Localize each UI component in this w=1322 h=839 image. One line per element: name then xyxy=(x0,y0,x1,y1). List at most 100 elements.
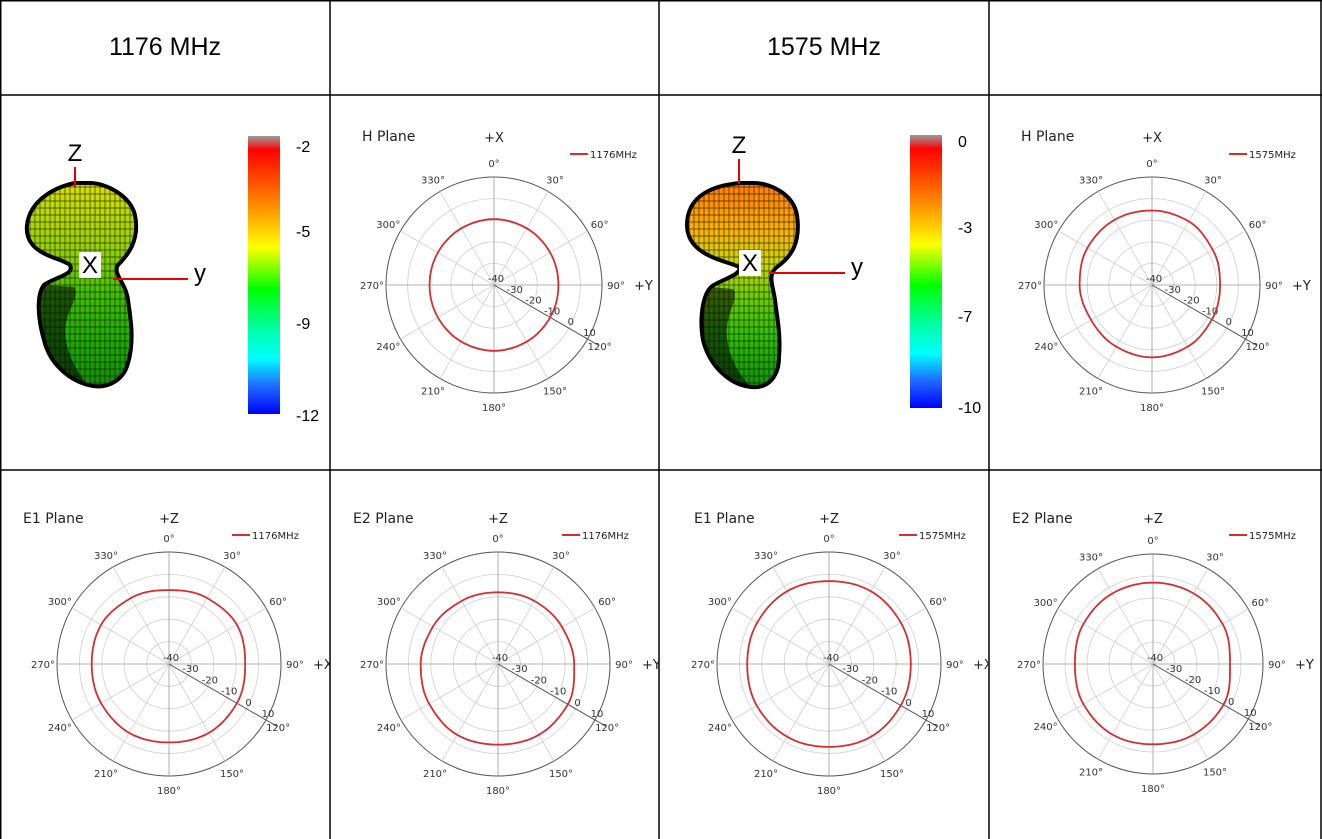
color-scale-label: 0 xyxy=(958,134,967,151)
angle-tick-label: 120° xyxy=(266,723,290,734)
angle-tick-label: 0° xyxy=(1146,159,1157,170)
angle-tick-label: 0° xyxy=(492,534,503,545)
radial-tick-label: -40 xyxy=(823,653,839,664)
polar-spoke xyxy=(168,663,226,762)
angle-tick-label: 180° xyxy=(1140,403,1164,414)
axis-top-label: +X xyxy=(1142,131,1162,146)
radial-tick-label: 10 xyxy=(1241,328,1254,339)
axis-top-label: +X xyxy=(484,131,504,146)
angle-tick-label: 300° xyxy=(376,220,400,231)
polar-e1-1176: -40 -30 -20 -10 0 10 0° 30° 60° 90° 120° 150° 180° 21… xyxy=(0,470,330,839)
polar-spoke xyxy=(112,566,170,665)
angle-tick-label: 120° xyxy=(588,342,612,353)
angle-tick-label: 150° xyxy=(549,769,573,780)
color-scale-label: -5 xyxy=(296,224,310,241)
angle-tick-label: 30° xyxy=(546,175,564,186)
radial-tick-label: 0 xyxy=(1226,317,1232,328)
radial-axis-line xyxy=(168,663,278,728)
y-axis-label: y xyxy=(194,260,206,287)
radial-tick-label: 0 xyxy=(905,698,911,709)
color-scale-label: -10 xyxy=(958,400,981,417)
radial-tick-label: -30 xyxy=(1165,285,1181,296)
radial-tick-label: 10 xyxy=(1244,708,1257,719)
color-scale-label: -3 xyxy=(958,220,972,237)
radial-tick-label: 10 xyxy=(591,709,604,720)
axis-right-label: +Y xyxy=(1295,658,1314,673)
angle-tick-label: 120° xyxy=(926,723,950,734)
polar-spoke xyxy=(71,607,170,665)
angle-tick-label: 270° xyxy=(360,281,384,292)
angle-tick-label: 330° xyxy=(1079,175,1103,186)
plot-title: E2 Plane xyxy=(353,511,414,527)
color-scale-bar xyxy=(910,135,942,408)
radial-tick-label: -40 xyxy=(488,274,504,285)
radial-axis-line xyxy=(497,663,607,728)
angle-tick-label: 60° xyxy=(598,597,616,608)
color-scale-label: -12 xyxy=(296,408,319,425)
radial-tick-label: 10 xyxy=(583,328,596,339)
radial-tick-label: -10 xyxy=(1202,306,1218,317)
polar-spoke xyxy=(441,663,499,762)
angle-tick-label: 240° xyxy=(1034,722,1058,733)
radial-axis-line xyxy=(1152,663,1260,727)
header-empty-2 xyxy=(330,0,659,95)
polar-spoke xyxy=(1151,284,1207,379)
polar-spoke xyxy=(168,566,226,665)
angle-tick-label: 30° xyxy=(552,551,570,562)
radial-tick-label: -20 xyxy=(531,675,547,686)
polar-spoke xyxy=(1097,191,1153,286)
angle-tick-label: 180° xyxy=(482,403,506,414)
angle-tick-label: 90° xyxy=(615,660,633,671)
series-trace-0 xyxy=(428,218,560,352)
angle-tick-label: 330° xyxy=(754,551,778,562)
radial-tick-label: -20 xyxy=(1183,296,1199,307)
pattern-shadow xyxy=(701,287,751,387)
angle-tick-label: 90° xyxy=(1265,281,1283,292)
angle-tick-label: 240° xyxy=(377,723,401,734)
radial-tick-label: -10 xyxy=(550,687,566,698)
angle-tick-label: 240° xyxy=(376,342,400,353)
radial-tick-label: -20 xyxy=(202,675,218,686)
color-scale-label: -7 xyxy=(958,309,972,326)
y-axis-label: y xyxy=(851,254,863,281)
radial-axis-line xyxy=(828,663,938,728)
polar-spoke xyxy=(112,663,170,762)
angle-tick-label: 240° xyxy=(48,723,72,734)
angle-tick-label: 120° xyxy=(1246,342,1270,353)
angle-tick-label: 60° xyxy=(591,220,609,231)
plot-title: H Plane xyxy=(1021,129,1074,145)
angle-tick-label: 180° xyxy=(1141,784,1165,795)
x-axis-label-bg xyxy=(739,250,761,276)
polar-spoke xyxy=(1058,230,1153,286)
polar-spoke xyxy=(400,284,495,340)
angle-tick-label: 330° xyxy=(421,175,445,186)
angle-tick-label: 150° xyxy=(543,387,567,398)
series-trace-0 xyxy=(746,580,912,748)
color-scale-label: -9 xyxy=(296,316,310,333)
angle-tick-label: 150° xyxy=(880,769,904,780)
polar-h-1575-svg: -40-30-20-10 0 10 0° 30° 60° 90° 120° 150° 180° 21… xyxy=(1018,129,1311,414)
angle-tick-label: 0° xyxy=(488,159,499,170)
legend-label: 1176MHz xyxy=(590,150,637,161)
angle-tick-label: 60° xyxy=(929,597,947,608)
angle-tick-label: 60° xyxy=(1249,220,1267,231)
polar-e1-1176-svg: -40-30 -20-10 0 10 0° 30° 60° 90° 120° 150° 180° 21… xyxy=(23,511,330,797)
polar-spoke xyxy=(1151,191,1207,286)
polar-spoke xyxy=(168,607,267,665)
polar-spoke xyxy=(731,663,830,721)
polar-spoke xyxy=(1097,663,1154,760)
legend-label: 1575MHz xyxy=(919,531,966,542)
polar-spoke xyxy=(731,607,830,665)
polar-spoke xyxy=(497,663,555,762)
plot-title: H Plane xyxy=(362,129,415,145)
x-axis-label-bg xyxy=(79,252,101,278)
axis-right-label: +Y xyxy=(1292,279,1311,294)
angle-tick-label: 180° xyxy=(817,786,841,797)
angle-tick-label: 270° xyxy=(360,660,384,671)
polar-e2-1575-svg: -40-30-20-10 0 10 0° 30° 60° 90° 120° 150° 180° 21… xyxy=(1012,511,1314,795)
header-empty-4 xyxy=(989,0,1321,95)
angle-tick-label: 270° xyxy=(691,660,715,671)
polar-spoke xyxy=(1057,608,1154,665)
radial-tick-label: 0 xyxy=(1228,697,1234,708)
